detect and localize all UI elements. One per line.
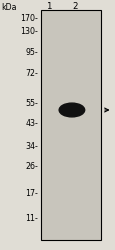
Text: 170-: 170-	[20, 14, 38, 23]
Text: 95-: 95-	[25, 48, 38, 57]
Text: 1: 1	[46, 2, 51, 11]
Text: 55-: 55-	[25, 99, 38, 108]
Text: 11-: 11-	[25, 214, 38, 223]
Text: 43-: 43-	[25, 119, 38, 128]
Text: 34-: 34-	[25, 142, 38, 151]
Text: 2: 2	[72, 2, 78, 11]
Ellipse shape	[59, 103, 84, 117]
Text: 17-: 17-	[25, 189, 38, 198]
Text: 26-: 26-	[25, 162, 38, 171]
Text: kDa: kDa	[1, 2, 17, 12]
Bar	[40, 10, 100, 240]
Text: 130-: 130-	[20, 27, 38, 36]
Text: 72-: 72-	[25, 69, 38, 78]
